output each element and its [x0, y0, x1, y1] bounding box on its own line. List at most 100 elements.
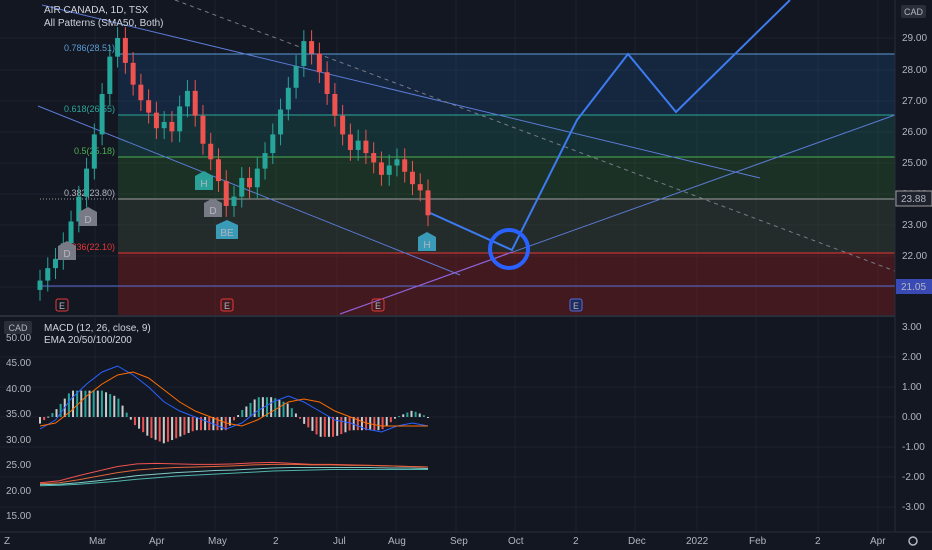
- fib-label-0786: 0.786(28.51): [64, 43, 115, 53]
- macd-histogram-bar: [51, 413, 54, 417]
- macd-tick: -3.00: [902, 502, 925, 513]
- svg-text:H: H: [423, 240, 430, 251]
- macd-histogram-bar: [158, 417, 161, 442]
- macd-histogram-bar: [377, 417, 380, 431]
- macd-histogram-bar: [237, 415, 240, 417]
- pattern-marker-h: H: [418, 232, 436, 251]
- candle-body: [340, 115, 346, 135]
- macd-histogram-bar: [129, 417, 132, 420]
- macd-histogram-bar: [88, 390, 91, 417]
- macd-histogram-bar: [385, 417, 388, 426]
- candle-body: [394, 159, 400, 166]
- settings-gear-icon[interactable]: [908, 536, 918, 546]
- ema-series-line: [39, 467, 429, 486]
- macd-histogram-bar: [162, 417, 165, 444]
- candle-body: [37, 280, 43, 290]
- macd-histogram-bar: [336, 417, 339, 436]
- indicator-title[interactable]: All Patterns (SMA50, Both): [44, 18, 164, 29]
- lower-currency-badge[interactable]: CAD: [4, 321, 32, 334]
- macd-histogram-bar: [80, 390, 83, 417]
- candle-body: [231, 196, 237, 206]
- macd-histogram-bar: [55, 409, 58, 417]
- time-tick: Feb: [749, 536, 767, 547]
- macd-histogram-bar: [59, 403, 62, 417]
- macd-histogram-bar: [216, 417, 219, 431]
- svg-text:E: E: [224, 301, 230, 311]
- macd-histogram-bar: [179, 417, 182, 437]
- macd-histogram-bar: [340, 417, 343, 435]
- candle-body: [378, 162, 384, 175]
- macd-histogram-bar: [253, 399, 256, 417]
- macd-histogram-bar: [76, 390, 79, 417]
- ema-tick: 45.00: [6, 358, 31, 369]
- candle-body: [278, 109, 284, 135]
- currency-badge[interactable]: CAD: [901, 5, 926, 18]
- macd-histogram-bar: [319, 417, 322, 437]
- pattern-markers[interactable]: H D BE D D H: [58, 171, 436, 260]
- candle-body: [363, 140, 369, 154]
- grid-vertical: [94, 0, 879, 532]
- macd-histogram-bar: [427, 417, 429, 418]
- time-tick: 2: [273, 536, 279, 547]
- pattern-marker-d: D: [79, 207, 97, 226]
- macd-histogram-bar: [249, 402, 252, 417]
- ema-title[interactable]: EMA 20/50/100/200: [44, 335, 132, 346]
- macd-histogram-bar: [270, 397, 273, 417]
- ema-tick: 50.00: [6, 333, 31, 344]
- ema-series-line: [39, 469, 428, 487]
- macd-histogram-bar: [393, 417, 396, 419]
- pattern-marker-h: H: [195, 171, 213, 190]
- ema-tick: 40.00: [6, 384, 31, 395]
- macd-series-line: [39, 371, 428, 427]
- svg-text:E: E: [59, 301, 65, 311]
- macd-histogram-bar: [154, 417, 157, 440]
- time-tick: 2: [815, 536, 821, 547]
- macd-histogram-bar: [381, 417, 384, 430]
- pattern-marker-d: D: [204, 198, 222, 217]
- earnings-marker: E: [371, 298, 385, 312]
- time-tick: Apr: [149, 536, 165, 547]
- macd-histogram-bar: [315, 417, 318, 435]
- candle-body: [177, 106, 183, 132]
- macd-histogram-bar: [307, 417, 310, 428]
- macd-histogram-bar: [327, 417, 330, 437]
- svg-text:23.88: 23.88: [901, 194, 926, 205]
- macd-histogram-bar: [282, 401, 285, 417]
- macd-histogram-bar: [373, 417, 376, 431]
- macd-histogram-bar: [138, 417, 141, 429]
- macd-histogram-bar: [410, 410, 413, 417]
- time-axis[interactable]: Mar Apr May 2 Jul Aug Sep Oct 2 Dec 2022…: [89, 536, 886, 547]
- macd-histogram-bar: [67, 393, 70, 417]
- price-tick: 29.00: [902, 33, 927, 44]
- macd-histogram-bar: [117, 398, 120, 417]
- time-tick: Mar: [89, 536, 107, 547]
- macd-histogram-bar: [303, 417, 306, 424]
- symbol-title[interactable]: AIR CANADA, 1D, TSX: [44, 5, 149, 16]
- macd-histogram-bar: [175, 417, 178, 439]
- macd-histogram: [39, 390, 429, 444]
- ema-lines: [39, 461, 429, 487]
- macd-title[interactable]: MACD (12, 26, close, 9): [44, 323, 151, 334]
- macd-histogram-bar: [422, 415, 425, 417]
- candle-body: [239, 177, 245, 197]
- timezone-corner-label[interactable]: Z: [4, 536, 10, 547]
- candle-body: [309, 41, 315, 54]
- time-tick: 2: [573, 536, 579, 547]
- candle-body: [417, 184, 423, 191]
- ema-series-line: [39, 463, 429, 485]
- price-tick: 26.00: [902, 127, 927, 138]
- candle-body: [215, 159, 221, 182]
- svg-text:D: D: [209, 206, 216, 217]
- time-tick: Aug: [388, 536, 406, 547]
- price-tick: 25.00: [902, 158, 927, 169]
- time-tick: Sep: [450, 536, 468, 547]
- macd-histogram-bar: [208, 417, 211, 431]
- right-axis-macd: 3.00 2.00 1.00 0.00 -1.00 -2.00 -3.00: [902, 322, 925, 513]
- target-circle[interactable]: [488, 228, 530, 270]
- pattern-marker-d: D: [58, 241, 76, 260]
- macd-histogram-bar: [389, 417, 392, 423]
- earnings-markers[interactable]: E E E E: [55, 298, 583, 312]
- projection-path: [427, 0, 791, 252]
- macd-histogram-bar: [125, 412, 128, 417]
